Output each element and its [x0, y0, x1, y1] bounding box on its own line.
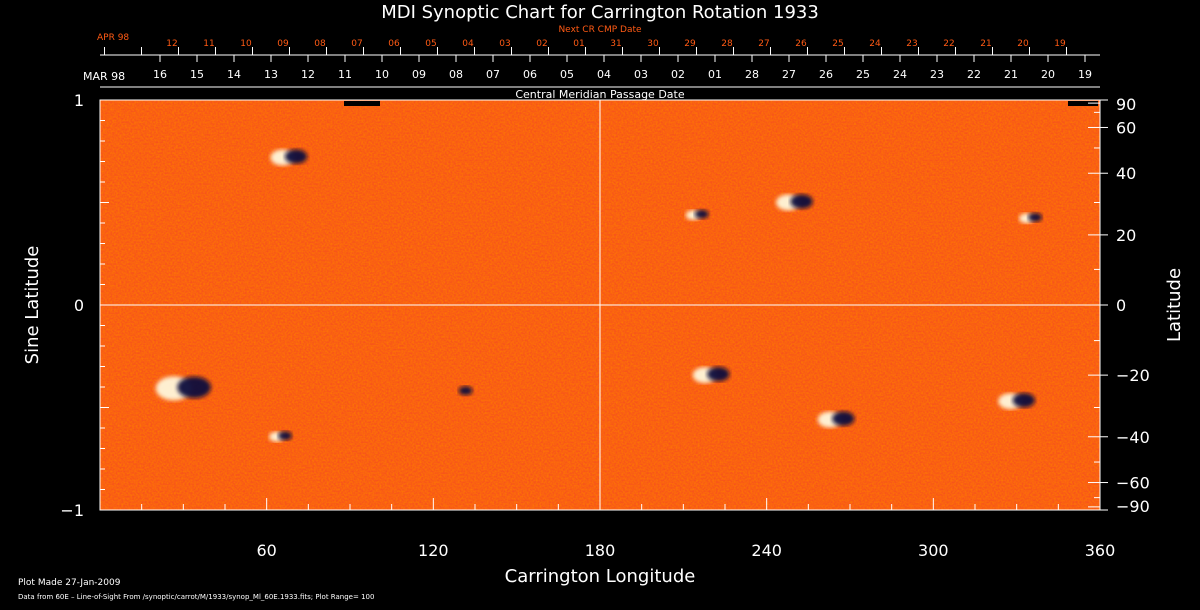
polar-gap-north-left	[344, 101, 380, 106]
negative-polarity-patch	[284, 149, 308, 164]
x-axis-label: Carrington Longitude	[505, 566, 696, 587]
polar-gap-north-right	[1068, 101, 1098, 106]
cmp-date: 14	[227, 68, 241, 81]
next-cr-date: 28	[721, 39, 733, 49]
cmp-date: 23	[930, 68, 944, 81]
next-cr-date: 27	[758, 39, 769, 49]
next-cr-date: 30	[647, 39, 659, 49]
cmp-date: 19	[1078, 68, 1092, 81]
next-cr-date: 21	[980, 39, 991, 49]
x-tick-label: 240	[751, 541, 782, 560]
chart-title: MDI Synoptic Chart for Carrington Rotati…	[381, 2, 819, 23]
y-tick-label-right: −60	[1116, 474, 1150, 493]
next-cr-axis-label: Next CR CMP Date	[558, 25, 642, 35]
next-cr-date: 12	[166, 39, 177, 49]
y-tick-label-left: 0	[74, 296, 84, 315]
next-cr-date: 26	[795, 39, 807, 49]
next-cr-date: 06	[388, 39, 400, 49]
plot-made-note: Plot Made 27-Jan-2009	[18, 578, 121, 588]
y-tick-label-right: 40	[1116, 164, 1136, 183]
data-source-note: Data from 60E – Line-of-Sight From /syno…	[18, 593, 375, 601]
cmp-date: 13	[264, 68, 278, 81]
x-tick-label: 180	[585, 541, 616, 560]
cmp-date: 02	[671, 68, 685, 81]
y-tick-label-right: 90	[1116, 95, 1136, 114]
negative-polarity-patch	[458, 386, 473, 396]
next-cr-date: 04	[462, 39, 474, 49]
y-axis-label-right: Latitude	[1164, 268, 1185, 342]
next-cr-date: 08	[314, 39, 326, 49]
next-cr-date: 10	[240, 39, 252, 49]
cmp-date: 01	[708, 68, 722, 81]
bottom-axis: 60 120 180 240 300 360	[99, 498, 1116, 560]
negative-polarity-patch	[1012, 393, 1036, 408]
x-tick-label: 120	[418, 541, 449, 560]
cmp-date: 24	[893, 68, 907, 81]
next-cr-date: 01	[573, 39, 584, 49]
next-cr-date: 05	[425, 39, 436, 49]
next-cr-date: 09	[277, 39, 289, 49]
negative-polarity-patch	[694, 209, 709, 219]
cmp-date: 10	[375, 68, 389, 81]
cmp-date: 26	[819, 68, 833, 81]
cmp-date: 27	[782, 68, 796, 81]
next-cr-date: 03	[499, 39, 510, 49]
x-tick-label: 360	[1085, 541, 1116, 560]
y-tick-label-right: −90	[1116, 497, 1150, 516]
next-cr-date: 19	[1054, 39, 1066, 49]
cmp-date: 21	[1004, 68, 1018, 81]
negative-polarity-patch	[177, 376, 211, 399]
cmp-date: 09	[412, 68, 426, 81]
active-regions	[155, 149, 1043, 442]
cmp-month-label: MAR 98	[83, 70, 125, 83]
cmp-date: 25	[856, 68, 870, 81]
next-cr-date: 29	[684, 39, 696, 49]
right-axis: 90 60 40 20 0 −20 −40 −60 −90	[1088, 95, 1150, 516]
y-tick-label-left: −1	[60, 501, 84, 520]
next-cr-date: 22	[943, 39, 954, 49]
y-tick-label-right: −40	[1116, 428, 1150, 447]
cmp-axis-label: Central Meridian Passage Date	[515, 88, 684, 101]
plot-area	[99, 99, 1101, 511]
negative-polarity-patch	[832, 411, 855, 426]
next-cr-date: 24	[869, 39, 881, 49]
cmp-date: 08	[449, 68, 463, 81]
cmp-date: 11	[338, 68, 352, 81]
cmp-date-axes: Next CR CMP Date APR 98 MAR 98 16 15 14 13 12 11…	[83, 25, 1100, 88]
x-tick-label: 60	[256, 541, 276, 560]
x-tick-label: 300	[918, 541, 949, 560]
y-tick-label-right: 20	[1116, 226, 1136, 245]
cmp-date: 28	[745, 68, 759, 81]
next-cr-date: 20	[1017, 39, 1029, 49]
cmp-date: 04	[597, 68, 611, 81]
y-tick-label-left: 1	[74, 91, 84, 110]
cmp-date: 03	[634, 68, 648, 81]
cmp-date: 20	[1041, 68, 1055, 81]
cmp-date: 06	[523, 68, 537, 81]
y-axis-label-left: Sine Latitude	[22, 246, 43, 365]
cmp-date: 05	[560, 68, 574, 81]
negative-polarity-patch	[1028, 212, 1043, 222]
negative-polarity-patch	[790, 194, 813, 209]
negative-polarity-patch	[707, 366, 730, 382]
cmp-date: 16	[153, 68, 167, 81]
y-tick-label-right: 60	[1116, 118, 1136, 137]
y-tick-label-right: 0	[1116, 296, 1126, 315]
next-cr-month-label: APR 98	[97, 33, 129, 43]
cmp-date: 22	[967, 68, 981, 81]
next-cr-date: 23	[906, 39, 917, 49]
cmp-date: 15	[190, 68, 204, 81]
next-cr-date: 31	[610, 39, 621, 49]
cmp-date: 07	[486, 68, 500, 81]
left-axis: 1 0 −1	[60, 91, 114, 520]
next-cr-date: 25	[832, 39, 843, 49]
y-tick-label-right: −20	[1116, 366, 1150, 385]
cmp-date: 12	[301, 68, 315, 81]
negative-polarity-patch	[278, 431, 293, 441]
next-cr-date: 11	[203, 39, 214, 49]
next-cr-date: 07	[351, 39, 362, 49]
next-cr-date: 02	[536, 39, 547, 49]
